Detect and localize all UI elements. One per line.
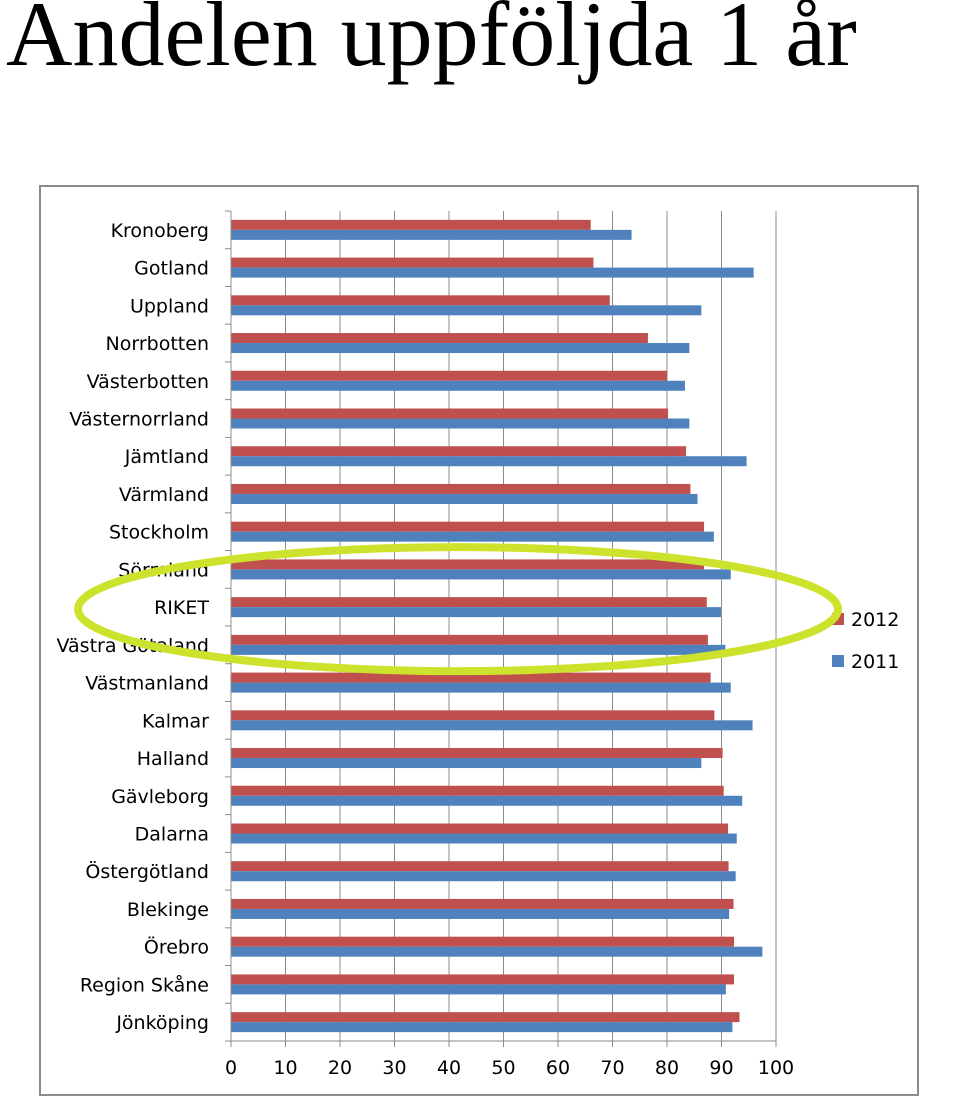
bar-riket-2011 — [231, 607, 721, 618]
bar-sormland-2011 — [231, 569, 731, 580]
bar-ostergotland-2012 — [231, 861, 729, 872]
bar-halland-2011 — [231, 758, 702, 769]
category-label-ostergotland: Östergötland — [85, 860, 209, 883]
legend-swatch-2011 — [832, 655, 844, 667]
x-tick-label-70: 70 — [600, 1057, 624, 1079]
category-label-halland: Halland — [137, 748, 209, 770]
category-label-vastmanland: Västmanland — [85, 673, 209, 695]
category-label-gavleborg: Gävleborg — [111, 786, 209, 808]
bar-stockholm-2012 — [231, 521, 705, 532]
bar-orebro-2012 — [231, 936, 735, 947]
bar-blekinge-2012 — [231, 898, 734, 909]
category-label-kronoberg: Kronoberg — [111, 220, 209, 242]
bar-vastra-gotaland-2012 — [231, 634, 708, 645]
category-label-orebro: Örebro — [144, 936, 209, 959]
highlight-ellipse — [74, 543, 842, 676]
x-tick-label-90: 90 — [709, 1057, 733, 1079]
bars — [231, 219, 763, 1033]
category-labels: Kronoberg Gotland Uppland Norrbotten Västerb… — [57, 220, 210, 1034]
bar-region-skane-2011 — [231, 984, 726, 995]
category-label-gotland: Gotland — [134, 258, 209, 280]
bar-vastmanland-2012 — [231, 672, 711, 683]
bar-jonkoping-2011 — [231, 1022, 733, 1033]
category-label-uppland: Uppland — [130, 295, 209, 317]
legend-label-2012: 2012 — [851, 609, 899, 631]
bar-kronoberg-2011 — [231, 229, 632, 240]
bar-sormland-2012 — [231, 559, 705, 570]
bar-gavleborg-2011 — [231, 795, 743, 806]
x-tick-label-100: 100 — [758, 1057, 794, 1079]
x-tick-label-80: 80 — [655, 1057, 679, 1079]
category-label-region-skane: Region Skåne — [80, 973, 209, 996]
bar-stockholm-2011 — [231, 531, 714, 542]
category-label-norrbotten: Norrbotten — [106, 333, 209, 355]
bar-vasterbotten-2011 — [231, 380, 685, 391]
bar-gotland-2011 — [231, 267, 754, 278]
category-label-vasternorrland: Västernorrland — [69, 409, 209, 431]
category-label-jamtland: Jämtland — [124, 446, 209, 468]
highlight-annotation — [74, 543, 842, 676]
category-label-jonkoping: Jönköping — [115, 1012, 209, 1034]
axes — [225, 210, 777, 1047]
bar-vasternorrland-2011 — [231, 418, 690, 429]
bar-riket-2012 — [231, 597, 707, 608]
bar-orebro-2011 — [231, 946, 763, 957]
legend: 2012 2011 — [832, 609, 899, 673]
bar-vasterbotten-2012 — [231, 370, 667, 381]
bar-halland-2012 — [231, 748, 723, 759]
bar-varmland-2012 — [231, 483, 691, 494]
bar-uppland-2011 — [231, 305, 702, 316]
bar-vastmanland-2011 — [231, 682, 731, 693]
bar-jamtland-2012 — [231, 446, 687, 457]
bar-jamtland-2011 — [231, 456, 747, 467]
bar-gotland-2012 — [231, 257, 594, 268]
bar-kalmar-2011 — [231, 720, 753, 731]
bar-kronoberg-2012 — [231, 219, 591, 230]
bar-jonkoping-2012 — [231, 1012, 740, 1023]
bar-norrbotten-2012 — [231, 333, 648, 344]
category-label-varmland: Värmland — [119, 484, 209, 506]
category-label-stockholm: Stockholm — [109, 522, 209, 544]
bar-gavleborg-2012 — [231, 785, 724, 796]
bar-norrbotten-2011 — [231, 343, 690, 354]
category-label-kalmar: Kalmar — [142, 710, 209, 732]
bar-varmland-2011 — [231, 493, 698, 504]
slide-title: Andelen uppföljda 1 år — [6, 0, 857, 85]
x-tick-label-60: 60 — [546, 1057, 570, 1079]
x-tick-label-20: 20 — [328, 1057, 352, 1079]
category-label-blekinge: Blekinge — [127, 899, 209, 921]
category-label-dalarna: Dalarna — [135, 824, 209, 846]
bar-ostergotland-2011 — [231, 871, 736, 882]
bar-dalarna-2012 — [231, 823, 729, 834]
bar-region-skane-2012 — [231, 974, 735, 985]
bar-dalarna-2011 — [231, 833, 737, 844]
category-label-riket: RIKET — [154, 597, 209, 619]
bar-kalmar-2012 — [231, 710, 715, 721]
bar-vasternorrland-2012 — [231, 408, 669, 419]
x-tick-label-50: 50 — [491, 1057, 515, 1079]
category-label-vasterbotten: Västerbotten — [87, 371, 209, 393]
bar-blekinge-2011 — [231, 908, 730, 919]
x-tick-labels: 0 10 20 30 40 50 60 70 80 90 100 — [225, 1057, 794, 1079]
x-tick-label-10: 10 — [273, 1057, 297, 1079]
x-tick-label-30: 30 — [382, 1057, 406, 1079]
bar-uppland-2012 — [231, 295, 610, 306]
legend-label-2011: 2011 — [851, 651, 899, 673]
x-tick-label-0: 0 — [225, 1057, 237, 1079]
x-tick-label-40: 40 — [437, 1057, 461, 1079]
bar-vastra-gotaland-2011 — [231, 644, 726, 655]
